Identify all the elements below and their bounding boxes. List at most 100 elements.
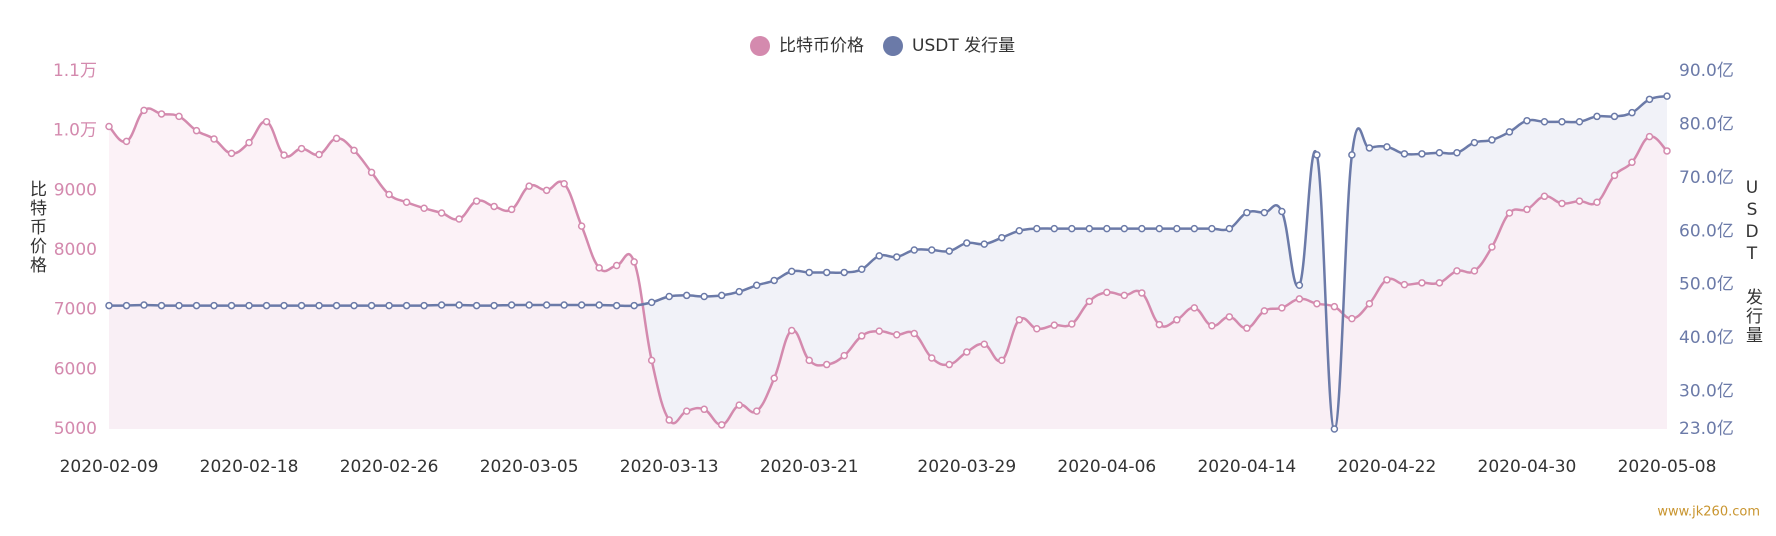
point [297,144,306,153]
point [1628,108,1636,117]
point [1645,95,1654,104]
y-axis-title: 比特币价格 [26,180,47,275]
y2-tick-label: 23.0亿 [1679,419,1734,439]
point [420,301,428,310]
point [1155,224,1164,233]
point [612,261,621,270]
point [717,421,726,429]
x-tick-label: 2020-05-08 [1618,457,1717,477]
point [1295,281,1304,290]
x-tick-label: 2020-04-30 [1478,457,1577,477]
point [192,126,201,135]
point [490,301,498,310]
point [1488,136,1496,144]
point [840,351,848,360]
legend-item[interactable]: USDT 发行量 [883,36,1015,56]
point [945,360,954,369]
point [1068,224,1076,233]
legend-item[interactable]: 比特币价格 [750,36,864,56]
point [1243,324,1251,332]
point [1558,118,1566,126]
point [1190,224,1199,233]
legend-marker [883,36,903,56]
x-tick-label: 2020-03-21 [760,457,859,477]
point [840,268,848,277]
point [1015,316,1024,324]
point [437,301,446,309]
point [455,215,463,223]
y-tick-label: 6000 [54,359,97,379]
point [1225,313,1234,321]
point [945,247,954,255]
point [1173,224,1181,233]
point [1610,112,1619,121]
point [595,264,603,272]
x-tick-label: 2020-02-26 [340,457,439,477]
point [1103,224,1111,233]
point [105,301,113,310]
point [1225,224,1234,233]
point [315,150,323,159]
point [437,209,446,217]
point [1453,149,1461,157]
point [805,356,813,365]
point [1488,243,1496,251]
point [682,407,691,415]
point [910,329,919,338]
point [1330,302,1339,311]
point [910,246,919,254]
point [857,332,866,340]
point [1610,171,1619,180]
point [350,146,358,155]
y2-tick-label: 60.0亿 [1679,221,1734,241]
point [1033,224,1041,233]
point [367,301,376,310]
point [1050,321,1059,329]
point [1068,320,1076,328]
y2-tick-label: 70.0亿 [1679,168,1734,188]
point [402,198,411,207]
point [525,182,533,190]
point [595,301,603,309]
y2-tick-label: 30.0亿 [1679,382,1734,402]
point [1523,116,1531,125]
legend-label: 比特币价格 [779,36,864,56]
point [1295,295,1304,303]
point [1575,197,1584,205]
point [928,246,936,254]
point [1313,299,1321,308]
point [998,233,1006,242]
point [963,239,971,247]
y-tick-label: 8000 [54,240,97,260]
point [157,301,166,310]
point [507,301,516,309]
x-tick-label: 2020-03-29 [917,457,1016,477]
point [1120,291,1129,300]
watermark: www.jk260.com [1657,505,1760,520]
point [367,168,376,177]
point [1138,224,1146,233]
point [1470,138,1479,147]
point [175,112,183,121]
point [805,268,813,277]
point [717,291,726,300]
point [1628,158,1636,167]
legend-marker [750,36,770,56]
point [1085,297,1094,306]
point [1313,151,1321,159]
point [1155,320,1164,329]
point [402,301,411,310]
point [420,204,428,212]
point [1050,224,1059,233]
point [262,117,271,126]
point [280,151,288,159]
point [1278,207,1286,216]
point [350,301,358,310]
point [998,356,1006,365]
y-tick-label: 1.1万 [53,61,97,81]
point [700,292,708,301]
point [210,301,218,310]
point [1348,151,1356,159]
point [210,135,218,143]
point [875,252,883,260]
